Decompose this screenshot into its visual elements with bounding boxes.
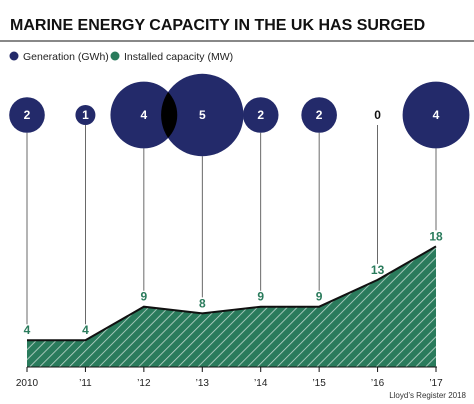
generation-bubble-1 [75,105,96,125]
credit: Lloyd’s Register 2018 [389,391,466,400]
x-tick-label-5: ’15 [312,378,326,389]
x-tick-label-3: ’13 [196,378,210,389]
generation-bubble-7 [402,81,470,149]
legend-label-0: Generation (GWh) [23,51,109,63]
generation-label-2: 4 [141,108,148,122]
capacity-label-2: 9 [141,290,148,304]
generation-label-4: 2 [257,108,264,122]
generation-label-1: 1 [82,108,89,122]
x-tick-label-2: ’12 [137,378,151,389]
x-tick-label-7: ’17 [429,378,443,389]
generation-label-0: 2 [24,108,31,122]
chart-title: MARINE ENERGY CAPACITY IN THE UK HAS SUR… [10,17,425,34]
generation-label-7: 4 [433,108,440,122]
generation-label-6: 0 [374,108,381,122]
generation-bubble-5 [301,97,337,133]
capacity-line [27,245,437,342]
legend: Generation (GWh) Installed capacity (MW) [9,51,233,63]
capacity-area [27,246,436,367]
capacity-label-4: 9 [257,290,264,304]
capacity-label-3: 8 [199,296,206,310]
capacity-label-1: 4 [82,323,89,337]
legend-label-1: Installed capacity (MW) [124,51,233,63]
x-tick-label-4: ’14 [254,378,268,389]
legend-marker-1 [110,51,120,61]
generation-bubble-0 [9,97,45,133]
generation-bubble-2 [110,81,178,149]
capacity-label-7: 18 [429,229,443,243]
generation-bubble-4 [242,97,279,133]
x-tick-label-6: ’16 [371,378,385,389]
capacity-label-6: 13 [371,263,385,277]
x-tick-label-0: 2010 [16,378,39,389]
capacity-label-0: 4 [24,323,31,337]
generation-label-3: 5 [199,108,206,122]
legend-marker-0 [9,51,19,61]
capacity-label-5: 9 [316,290,323,304]
x-tick-label-1: ’11 [79,378,92,389]
generation-bubble-3 [161,73,244,157]
generation-label-5: 2 [316,108,323,122]
plot-area: 4 4 9 8 9 9 13 18 2 1 4 5 2 2 0 4 2010 ’11 ’12 ’13 ’14 ’15 ’16… [9,73,470,389]
